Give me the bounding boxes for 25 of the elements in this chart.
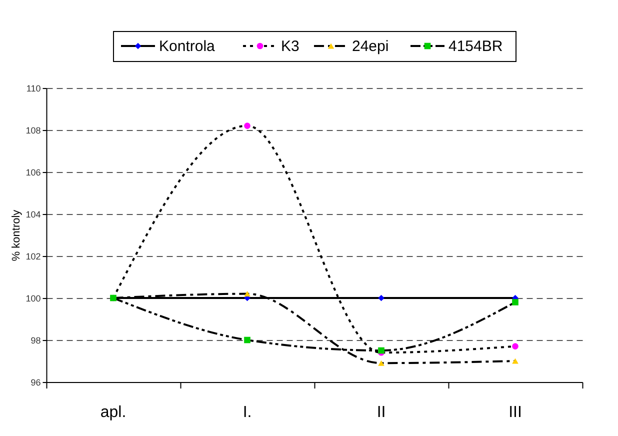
y-tick-label: 98 <box>30 336 41 346</box>
point <box>244 122 250 129</box>
x-tick-label: II <box>376 404 386 421</box>
x-tick-label: III <box>508 404 522 421</box>
point <box>512 343 518 350</box>
point <box>244 336 250 344</box>
y-tick-label: 100 <box>26 294 41 304</box>
x-tick-label: I. <box>242 404 252 421</box>
y-axis-title: % kontroly <box>10 209 23 262</box>
y-tick-label: 110 <box>26 84 41 94</box>
point <box>378 360 384 366</box>
point <box>378 294 384 302</box>
y-tick-label: 108 <box>26 126 41 136</box>
y-tick-label: 102 <box>26 252 41 262</box>
point <box>244 291 250 297</box>
point <box>512 299 518 306</box>
y-tick-label: 106 <box>26 168 41 178</box>
legend-label: K3 <box>281 38 300 55</box>
point <box>512 358 518 364</box>
legend-label: 4154BR <box>448 38 503 55</box>
y-tick-label: 104 <box>26 210 41 220</box>
x-tick-label: apl. <box>100 404 126 421</box>
legend-label: Kontrola <box>159 38 216 55</box>
legend-label: 24epi <box>352 38 389 55</box>
y-tick-label: 96 <box>30 378 41 388</box>
